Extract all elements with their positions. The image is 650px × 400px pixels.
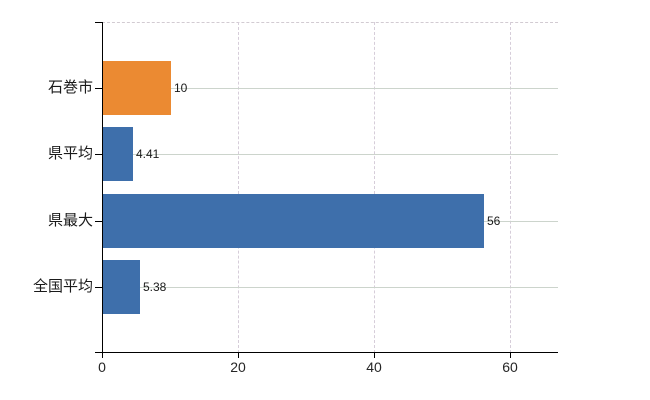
x-axis-tick-label: 60 [502, 359, 518, 375]
vertical-gridline [374, 22, 376, 353]
y-axis-top-tick [95, 22, 102, 23]
x-axis-tick [374, 353, 375, 358]
y-axis-category-tick [95, 88, 102, 89]
x-axis-tick [238, 353, 239, 358]
bar-value-label: 56 [487, 214, 501, 228]
horizontal-gridline [102, 88, 558, 89]
horizontal-gridline [102, 287, 558, 288]
y-axis-category-tick [95, 154, 102, 155]
vertical-gridline [510, 22, 512, 353]
bar [103, 260, 140, 314]
bar [103, 61, 171, 115]
category-label: 県平均 [47, 145, 93, 162]
x-axis-tick-label: 0 [98, 359, 106, 375]
horizontal-gridline [102, 154, 558, 155]
x-axis-tick-label: 20 [230, 359, 246, 375]
bar [103, 127, 133, 181]
plot-top-border [102, 22, 558, 23]
y-axis-category-tick [95, 221, 102, 222]
category-label: 県最大 [47, 212, 93, 229]
x-axis-tick [510, 353, 511, 358]
bar [103, 194, 484, 248]
x-axis-line [95, 352, 558, 353]
bar-value-label: 10 [174, 81, 188, 95]
vertical-gridline [238, 22, 240, 353]
y-axis-line [102, 22, 103, 353]
category-label: 石巻市 [47, 79, 93, 96]
category-label: 全国平均 [32, 278, 93, 295]
y-axis-category-tick [95, 287, 102, 288]
x-axis-tick-label: 40 [366, 359, 382, 375]
bar-value-label: 5.38 [143, 280, 167, 294]
x-axis-tick [102, 353, 103, 358]
bar-value-label: 4.41 [136, 147, 160, 161]
